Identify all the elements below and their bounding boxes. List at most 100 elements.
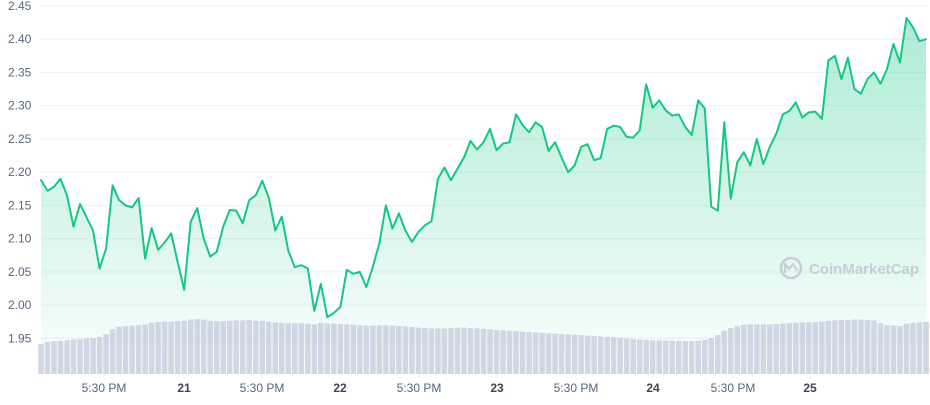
- volume-bar: [461, 327, 467, 374]
- coinmarketcap-logo-icon: [779, 256, 803, 280]
- watermark: CoinMarketCap: [779, 256, 919, 280]
- y-tick-label: 2.20: [8, 165, 32, 179]
- volume-bar: [135, 325, 142, 374]
- volume-bar: [324, 323, 331, 374]
- volume-bar: [259, 320, 266, 374]
- volume-bar: [51, 341, 57, 374]
- volume-bar: [83, 338, 90, 374]
- volume-bar: [129, 325, 135, 374]
- volume-bar: [109, 329, 116, 374]
- volume-bar: [610, 337, 617, 374]
- x-tick-label: 21: [177, 381, 191, 395]
- volume-bar: [142, 324, 148, 374]
- volume-bar: [305, 323, 311, 374]
- volume-bar: [122, 326, 129, 374]
- volume-bar: [181, 320, 187, 374]
- x-tick-label: 5:30 PM: [240, 381, 285, 395]
- volume-bar: [695, 340, 701, 374]
- volume-bar: [584, 335, 591, 374]
- volume-bar: [44, 342, 51, 374]
- volume-bar: [812, 322, 819, 374]
- x-tick-label: 25: [803, 381, 817, 395]
- y-tick-label: 1.95: [8, 331, 32, 345]
- x-tick-label: 5:30 PM: [554, 381, 599, 395]
- volume-bar: [923, 322, 929, 374]
- volume-bar: [331, 323, 337, 374]
- volume-bar: [285, 323, 292, 374]
- volume-bar: [916, 322, 923, 374]
- volume-bar: [103, 334, 109, 374]
- volume-bar: [493, 330, 500, 374]
- volume-bar: [578, 335, 584, 374]
- volume-bar: [845, 320, 851, 374]
- volume-bar: [220, 321, 226, 374]
- volume-bar: [213, 321, 220, 374]
- volume-bar: [357, 325, 363, 374]
- volume-bar: [370, 325, 376, 374]
- volume-bar: [630, 339, 636, 374]
- volume-bar: [819, 321, 825, 374]
- volume-bar: [643, 340, 649, 374]
- volume-bar: [207, 320, 213, 374]
- volume-bar: [897, 326, 903, 374]
- y-tick-label: 2.15: [8, 198, 32, 212]
- volume-bar: [767, 324, 773, 374]
- volume-bar: [851, 319, 858, 374]
- volume-bar: [571, 334, 578, 374]
- volume-bar: [70, 339, 77, 374]
- volume-bar: [57, 340, 64, 374]
- volume-bar: [448, 328, 454, 374]
- volume-bar: [799, 322, 806, 374]
- x-tick-label: 22: [333, 381, 347, 395]
- volume-bar: [513, 331, 519, 374]
- volume-bar: [252, 320, 259, 374]
- price-area: [41, 17, 926, 372]
- volume-bar: [688, 341, 695, 374]
- volume-bar: [337, 324, 344, 374]
- volume-bar: [890, 325, 897, 374]
- volume-bar: [741, 324, 747, 374]
- volume-bar: [350, 324, 357, 374]
- x-tick-label: 24: [646, 381, 660, 395]
- volume-bar: [669, 340, 675, 374]
- price-line-layer: [40, 16, 927, 319]
- volume-bar: [500, 330, 506, 374]
- volume-bar: [266, 321, 272, 374]
- volume-bar: [903, 323, 910, 374]
- volume-bar: [721, 330, 728, 374]
- volume-bar: [747, 324, 754, 374]
- volume-bar: [415, 327, 422, 374]
- volume-bar: [64, 340, 70, 374]
- volume-bar: [292, 323, 298, 374]
- volume-bar: [539, 332, 545, 374]
- volume-bar: [656, 340, 662, 374]
- volume-bar: [246, 320, 252, 374]
- volume-bar: [161, 321, 168, 374]
- volume-bar: [636, 339, 643, 374]
- volume-bar: [838, 320, 845, 374]
- x-tick-label: 23: [490, 381, 504, 395]
- volume-bar: [871, 320, 877, 374]
- volume-bar: [682, 341, 688, 374]
- volume-bar: [200, 319, 207, 374]
- volume-bar: [760, 324, 767, 374]
- volume-bar: [858, 319, 864, 374]
- y-tick-label: 2.35: [8, 65, 32, 79]
- x-tick-label: 5:30 PM: [397, 381, 442, 395]
- volume-bar: [675, 340, 682, 374]
- volume-bar: [526, 332, 532, 374]
- volume-bar: [545, 333, 552, 374]
- x-tick-label: 5:30 PM: [711, 381, 756, 395]
- volume-bar: [649, 340, 656, 374]
- volume-bar: [591, 336, 597, 374]
- volume-bar: [441, 328, 448, 374]
- volume-bar: [532, 332, 539, 374]
- volume-bar: [506, 330, 513, 374]
- volume-bar: [884, 325, 890, 374]
- x-axis: 5:30 PM 21 5:30 PM 22 5:30 PM 23 5:30 PM 24 5:30…: [82, 374, 817, 395]
- volume-bar: [864, 320, 871, 374]
- price-area-fill: [41, 17, 926, 372]
- volume-bar: [754, 324, 760, 374]
